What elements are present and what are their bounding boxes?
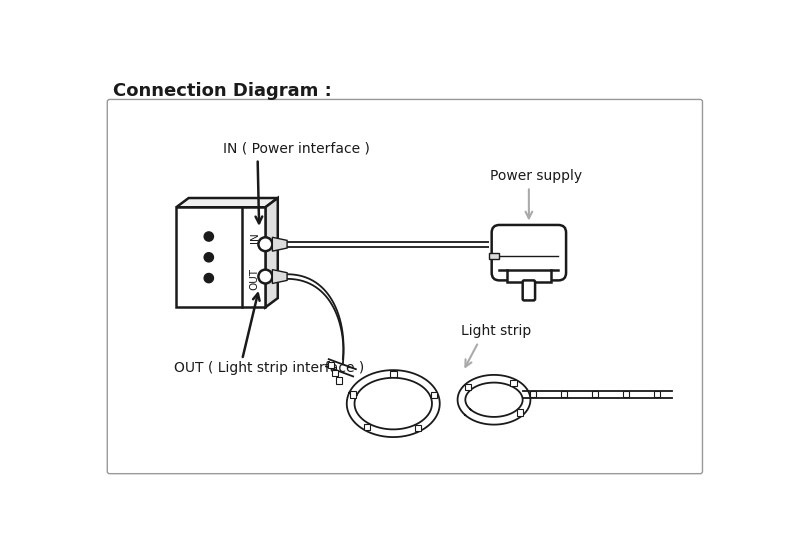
Circle shape (204, 232, 213, 241)
Bar (488, 253, 499, 259)
Polygon shape (273, 269, 287, 284)
Text: Power supply: Power supply (490, 168, 582, 183)
Bar (332, 370, 338, 376)
Bar (431, 392, 437, 398)
Text: OUT ( Light strip interface ): OUT ( Light strip interface ) (174, 361, 364, 375)
FancyBboxPatch shape (107, 99, 702, 474)
Bar (510, 380, 517, 386)
Text: IN: IN (250, 232, 260, 242)
Bar (390, 371, 397, 377)
Bar (507, 269, 551, 282)
Bar (561, 392, 567, 397)
Bar (653, 392, 660, 397)
Text: OUT: OUT (250, 268, 260, 291)
Bar (517, 409, 523, 416)
Bar (176, 207, 265, 307)
Text: IN ( Power interface ): IN ( Power interface ) (223, 141, 370, 156)
Bar (328, 362, 334, 368)
FancyBboxPatch shape (523, 280, 535, 300)
Text: Light strip: Light strip (461, 324, 532, 338)
Polygon shape (176, 198, 278, 207)
Circle shape (204, 273, 213, 283)
Polygon shape (265, 198, 278, 307)
Bar (623, 392, 629, 397)
FancyBboxPatch shape (491, 225, 566, 280)
Circle shape (258, 237, 273, 251)
Bar (415, 425, 421, 431)
Bar (364, 424, 371, 430)
Circle shape (258, 269, 273, 284)
Polygon shape (273, 237, 287, 251)
Circle shape (204, 253, 213, 262)
Bar (592, 392, 598, 397)
Bar (529, 392, 536, 397)
Bar (465, 384, 471, 390)
Bar (336, 377, 342, 383)
Bar (350, 392, 356, 397)
Text: Connection Diagram :: Connection Diagram : (113, 82, 332, 100)
